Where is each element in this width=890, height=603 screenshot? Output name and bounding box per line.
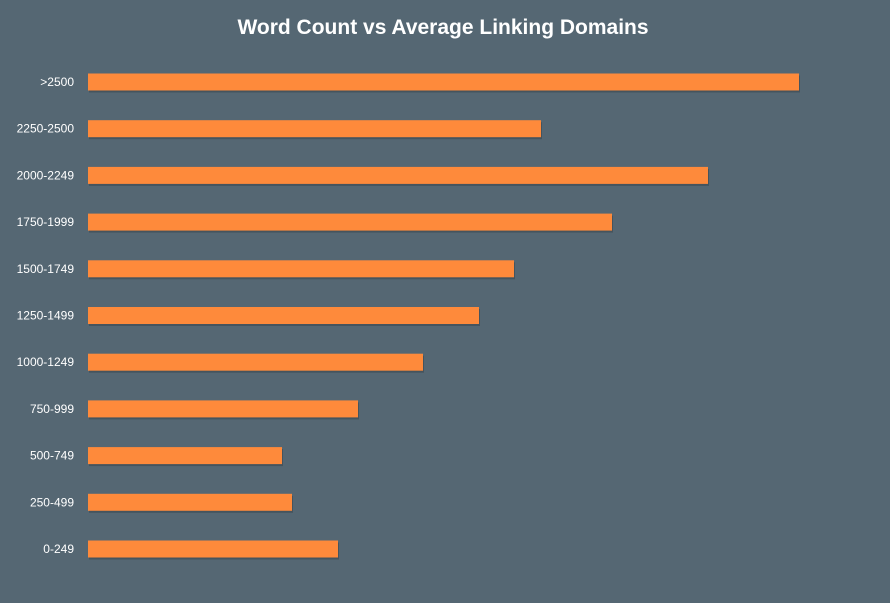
bar [88,493,292,511]
bar [88,353,423,371]
bar [88,120,541,138]
category-label: 250-499 [30,495,74,509]
category-label: 1000-1249 [17,355,75,369]
bar [88,307,479,324]
category-label: 750-999 [30,402,74,416]
category-label: 1500-1749 [17,262,75,276]
category-label: 500-749 [30,449,74,463]
category-label: 1250-1499 [17,309,75,323]
category-label: 2000-2249 [17,168,75,182]
bar [88,73,799,91]
bar [88,540,338,558]
chart-title: Word Count vs Average Linking Domains [237,16,648,39]
category-label: 1750-1999 [17,215,75,229]
plot-area: >2500 2250-2500 2000-2249 1750-1999 1500-174… [17,73,800,560]
bar [88,400,358,418]
bar [88,260,514,278]
category-label: >2500 [40,75,74,89]
bar [88,166,708,184]
bar [88,213,612,231]
category-label: 0-249 [43,542,74,556]
category-label: 2250-2500 [17,122,75,136]
bar [88,447,282,465]
